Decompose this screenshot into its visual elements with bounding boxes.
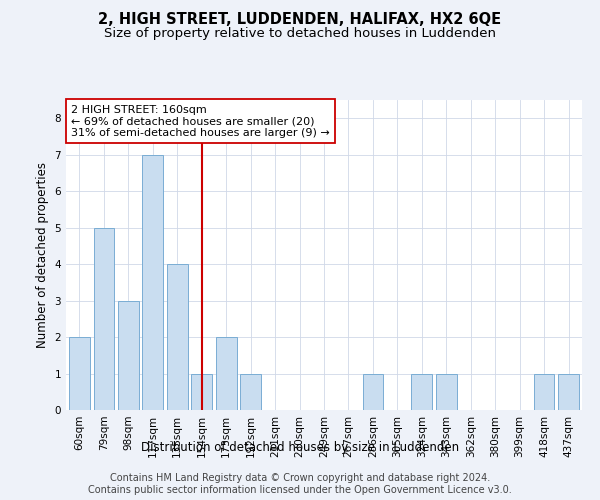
Bar: [534, 374, 554, 410]
Text: 2, HIGH STREET, LUDDENDEN, HALIFAX, HX2 6QE: 2, HIGH STREET, LUDDENDEN, HALIFAX, HX2 …: [98, 12, 502, 28]
Bar: [436, 374, 457, 410]
Bar: [69, 337, 90, 410]
Bar: [240, 374, 261, 410]
Bar: [191, 374, 212, 410]
Bar: [118, 300, 139, 410]
Bar: [216, 337, 236, 410]
Bar: [167, 264, 188, 410]
Y-axis label: Number of detached properties: Number of detached properties: [36, 162, 49, 348]
Bar: [412, 374, 432, 410]
Text: 2 HIGH STREET: 160sqm
← 69% of detached houses are smaller (20)
31% of semi-deta: 2 HIGH STREET: 160sqm ← 69% of detached …: [71, 104, 330, 138]
Text: Distribution of detached houses by size in Luddenden: Distribution of detached houses by size …: [141, 441, 459, 454]
Bar: [94, 228, 114, 410]
Bar: [362, 374, 383, 410]
Bar: [558, 374, 579, 410]
Text: Size of property relative to detached houses in Luddenden: Size of property relative to detached ho…: [104, 28, 496, 40]
Bar: [142, 154, 163, 410]
Text: Contains HM Land Registry data © Crown copyright and database right 2024.
Contai: Contains HM Land Registry data © Crown c…: [88, 474, 512, 495]
